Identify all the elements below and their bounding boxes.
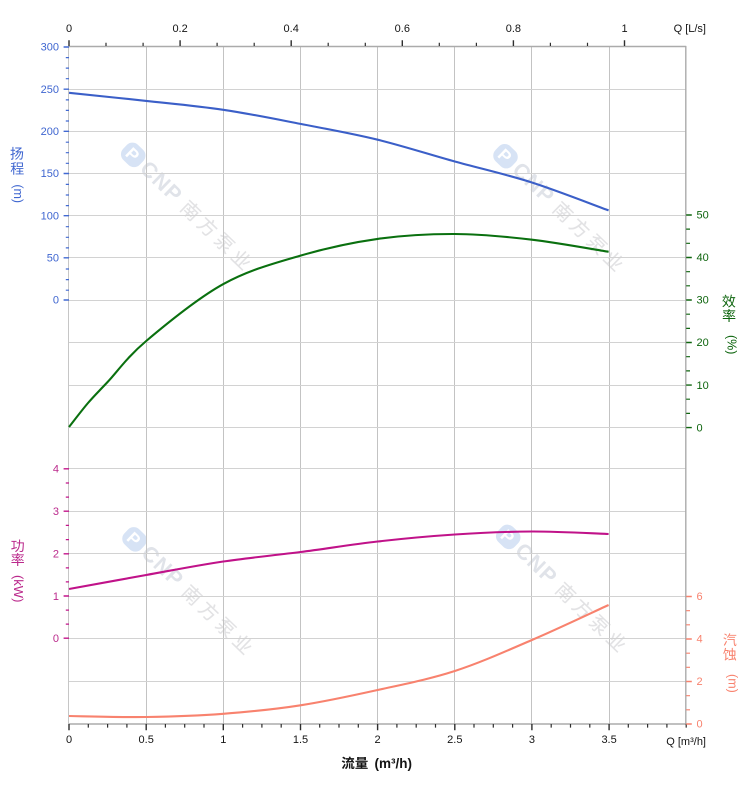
svg-text:4: 4 [53,464,59,476]
svg-text:3.5: 3.5 [601,734,616,746]
svg-text:1: 1 [53,591,59,603]
svg-text:30: 30 [697,295,709,307]
svg-text:100: 100 [41,210,59,222]
svg-text:50: 50 [47,253,59,265]
svg-text:0: 0 [697,719,703,731]
svg-text:10: 10 [697,380,709,392]
svg-text:0: 0 [53,633,59,645]
svg-text:0.2: 0.2 [172,23,187,35]
svg-text:0: 0 [53,295,59,307]
svg-text:300: 300 [41,42,59,54]
svg-text:3: 3 [529,734,535,746]
svg-text:1: 1 [621,23,627,35]
svg-text:(kW): (kW) [11,575,26,602]
svg-text:3: 3 [53,506,59,518]
svg-text:0: 0 [66,734,72,746]
svg-text:0.4: 0.4 [284,23,299,35]
svg-text:40: 40 [697,252,709,264]
svg-text:Q [m³/h]: Q [m³/h] [666,736,706,748]
svg-text:250: 250 [41,84,59,96]
svg-text:0.8: 0.8 [506,23,521,35]
svg-text:2: 2 [53,549,59,561]
svg-text:0.5: 0.5 [139,734,154,746]
svg-text:(m): (m) [11,184,25,203]
svg-text:2: 2 [375,734,381,746]
svg-text:0: 0 [66,23,72,35]
svg-text:2: 2 [697,676,703,688]
svg-text:(%): (%) [724,335,738,354]
svg-text:0: 0 [697,422,703,434]
svg-text:(m³/h): (m³/h) [375,756,413,771]
svg-text:(m): (m) [726,674,740,693]
svg-text:150: 150 [41,168,59,180]
svg-text:200: 200 [41,126,59,138]
svg-text:1: 1 [220,734,226,746]
svg-text:4: 4 [697,634,703,646]
svg-text:50: 50 [697,210,709,222]
svg-text:1.5: 1.5 [293,734,308,746]
svg-text:2.5: 2.5 [447,734,462,746]
svg-text:Q [L/s]: Q [L/s] [674,23,706,35]
svg-text:0.6: 0.6 [395,23,410,35]
svg-text:6: 6 [697,591,703,603]
svg-text:20: 20 [697,337,709,349]
